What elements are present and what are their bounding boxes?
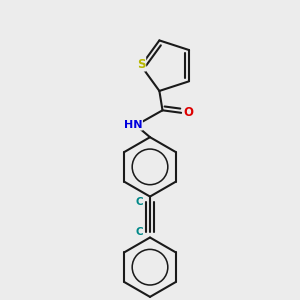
Text: C: C (135, 197, 143, 207)
Text: S: S (137, 58, 145, 70)
Text: C: C (135, 227, 143, 237)
Text: O: O (183, 106, 193, 119)
Text: HN: HN (124, 120, 142, 130)
